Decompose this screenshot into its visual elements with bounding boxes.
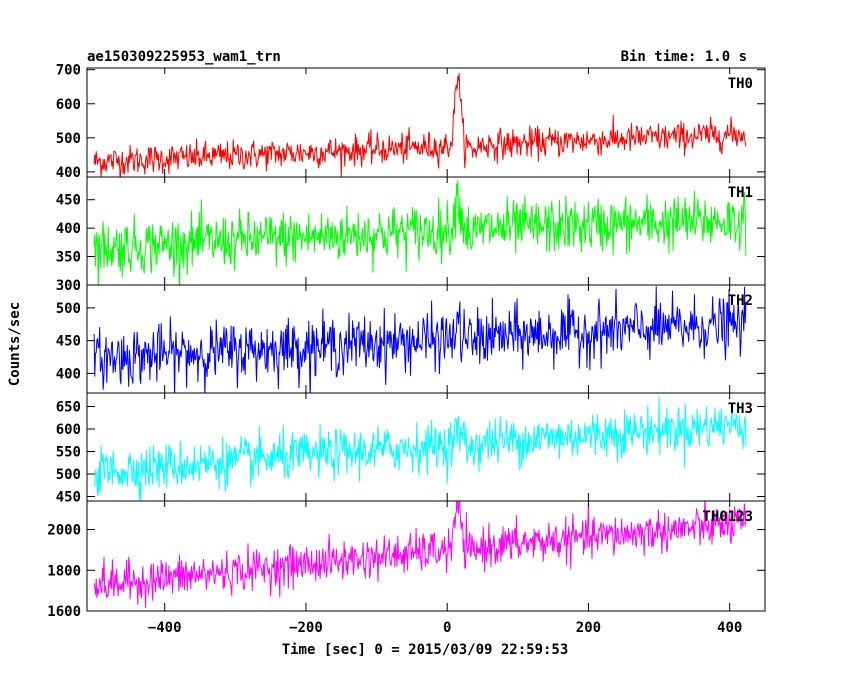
y-tick-label: 450 [56,490,81,506]
series-line-th0 [93,72,747,177]
series-line-th2 [93,286,747,393]
y-tick-label: 450 [56,334,81,350]
y-tick-label: 300 [56,278,81,294]
panel-label-th2: TH2 [728,293,753,309]
x-tick-label: 200 [576,620,601,636]
x-axis-tick-labels: −400 −200 0 200 400 [148,620,743,636]
panel-label-th0123: TH0123 [702,509,753,525]
x-tick-label: 400 [717,620,742,636]
x-tick-label: −200 [289,620,323,636]
series-line-th3 [93,396,747,501]
y-tick-label: 600 [56,422,81,438]
y-tick-label: 400 [56,221,81,237]
chart-title: ae150309225953_wam1_trn [87,49,281,65]
y-tick-label: 2000 [47,523,81,539]
panel-label-th0: TH0 [728,76,753,92]
y-tick-label: 650 [56,400,81,416]
panel-th1: 300 350 400 450 TH1 [56,176,766,294]
y-tick-label: 500 [56,301,81,317]
y-tick-label: 500 [56,467,81,483]
panel-th0: 400 500 600 700 TH0 [56,63,766,181]
panel-label-th3: TH3 [728,401,753,417]
panels-group: 400 500 600 700 TH0 300 350 400 450 TH1 400 450 500 T… [47,63,766,620]
series-line-th0123 [93,501,747,608]
x-tick-label: −400 [148,620,182,636]
series-line-th1 [93,179,747,285]
panel-th3: 450 500 550 600 650 TH3 [56,392,766,506]
y-tick-label: 700 [56,63,81,79]
y-tick-label: 600 [56,97,81,113]
bin-time-label: Bin time: 1.0 s [621,49,747,65]
y-tick-label: 350 [56,250,81,266]
y-tick-label: 550 [56,445,81,461]
x-axis-title: Time [sec] 0 = 2015/03/09 22:59:53 [282,642,569,658]
panel-label-th1: TH1 [728,185,753,201]
y-tick-label: 500 [56,131,81,147]
y-tick-label: 1800 [47,563,81,579]
y-tick-label: 400 [56,165,81,181]
panel-frame [86,500,766,612]
y-tick-label: 1600 [47,604,81,620]
panel-th2: 400 450 500 TH2 [56,284,766,394]
y-tick-label: 450 [56,193,81,209]
y-tick-label: 400 [56,366,81,382]
y-axis-title: Counts/sec [7,302,23,386]
x-tick-label: 0 [443,620,451,636]
panel-th0123: 1600 1800 2000 TH0123 [47,500,766,620]
